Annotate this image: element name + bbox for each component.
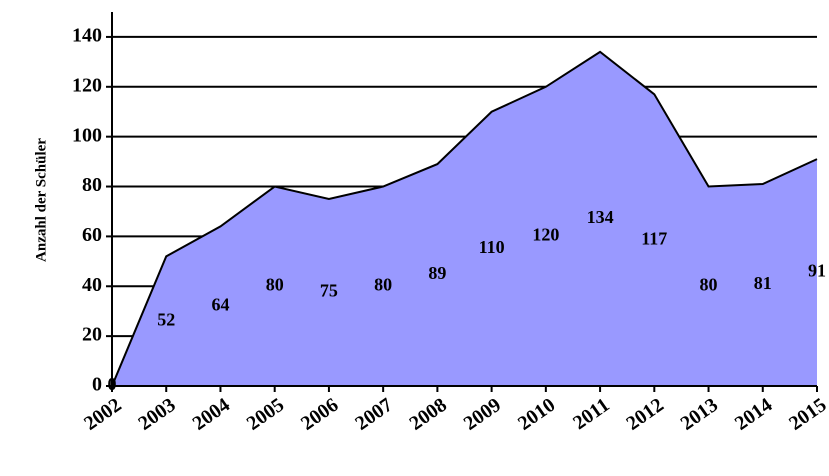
y-tick-label: 140: [72, 25, 102, 47]
x-tick-label: 2009: [460, 394, 505, 435]
y-tick-label: 20: [82, 324, 102, 346]
data-label: 120: [532, 225, 559, 245]
y-tick-label: 120: [72, 74, 102, 96]
x-tick-label: 2011: [569, 394, 613, 434]
y-axis-label: Anzahl der Schüler: [33, 138, 49, 262]
y-tick-label: 0: [92, 374, 102, 396]
x-tick-label: 2006: [297, 394, 342, 435]
area: [112, 51, 817, 386]
data-label: 110: [479, 237, 505, 257]
x-tick-label: 2010: [514, 394, 559, 435]
y-tick-label: 60: [82, 224, 102, 246]
x-tick-label: 2004: [189, 394, 234, 435]
y-tick-label: 80: [82, 174, 102, 196]
data-label: 81: [754, 273, 772, 293]
x-tick-label: 2012: [622, 394, 667, 435]
data-label: 117: [641, 228, 667, 248]
data-label: 80: [374, 274, 392, 294]
data-label: 64: [211, 294, 229, 314]
data-label: 134: [587, 207, 614, 227]
data-label: 80: [266, 274, 284, 294]
area-outline: [111, 50, 818, 387]
x-tick-label: 2007: [351, 394, 396, 435]
x-tick-label: 2005: [243, 394, 288, 435]
data-label: 91: [808, 261, 826, 281]
data-label: 89: [428, 263, 446, 283]
data-label: 75: [320, 281, 338, 301]
x-tick-label: 2003: [134, 394, 179, 435]
x-tick-label: 2014: [731, 394, 776, 435]
y-tick-label: 40: [82, 274, 102, 296]
x-tick-label: 2015: [785, 394, 829, 435]
x-tick-label: 2002: [80, 394, 125, 435]
x-tick-label: 2013: [677, 394, 722, 435]
x-tick-label: 2008: [406, 394, 451, 435]
y-tick-label: 100: [72, 124, 102, 146]
data-label: 0: [108, 374, 117, 394]
data-label: 52: [157, 309, 175, 329]
data-label: 80: [700, 274, 718, 294]
